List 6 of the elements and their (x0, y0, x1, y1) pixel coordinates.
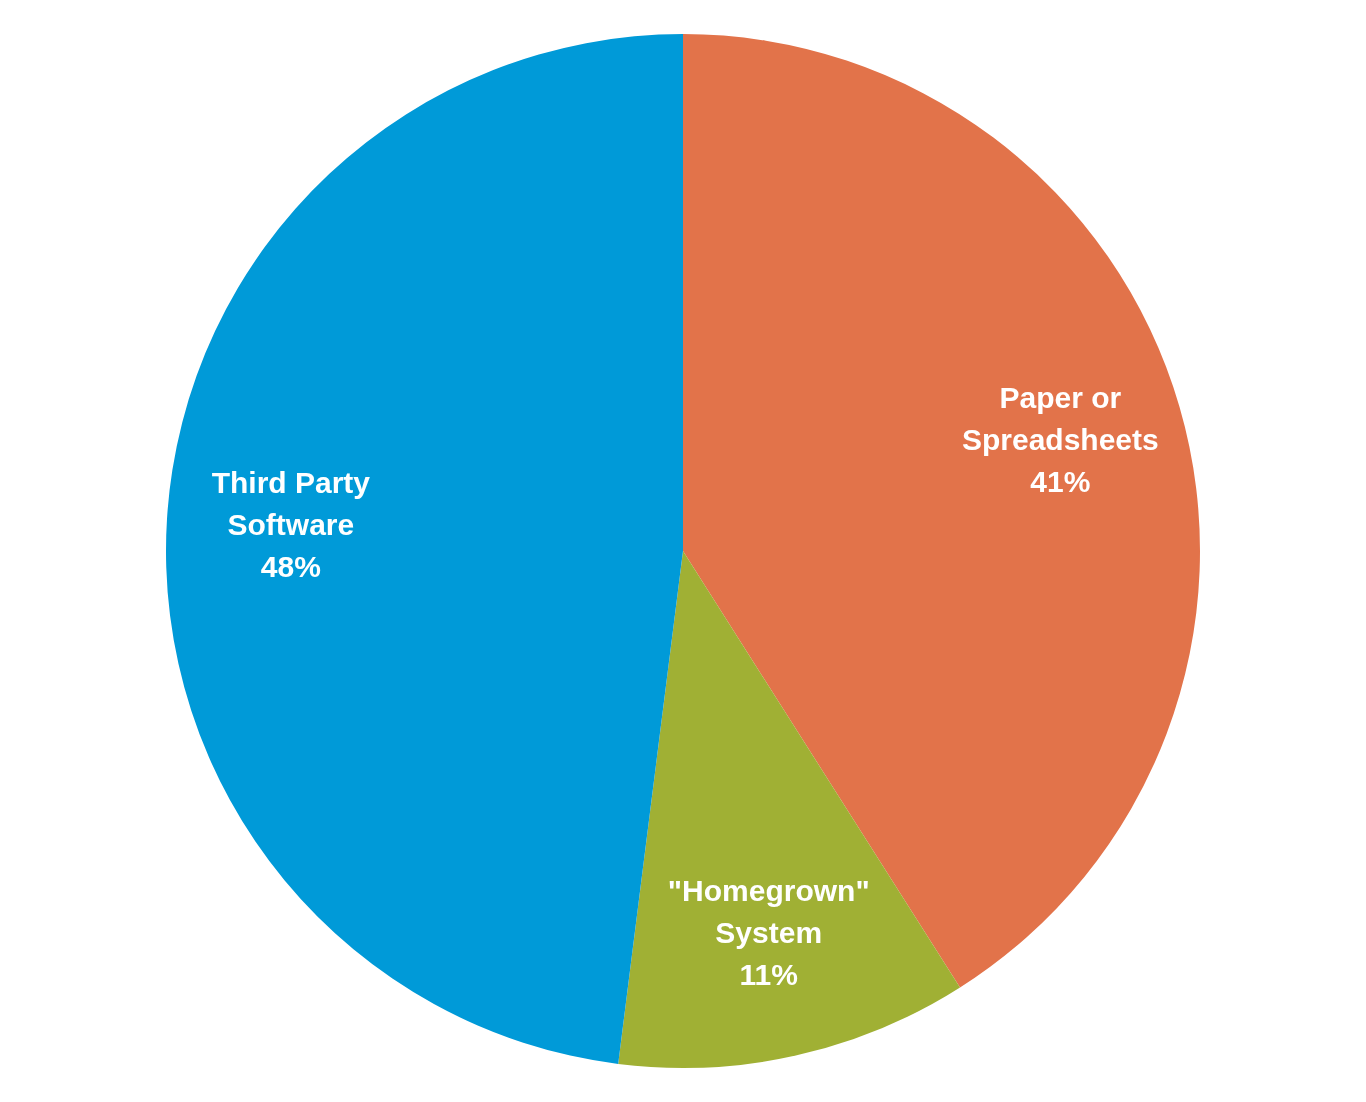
data-label: 41% (1030, 464, 1091, 498)
data-label: 48% (260, 549, 321, 583)
data-label: 11% (739, 957, 798, 991)
slice-label: Paper or Spreadsheets (961, 380, 1159, 456)
slice-label: "Homegrown" System (667, 873, 870, 949)
slice-label: Third Party Software (211, 465, 371, 541)
